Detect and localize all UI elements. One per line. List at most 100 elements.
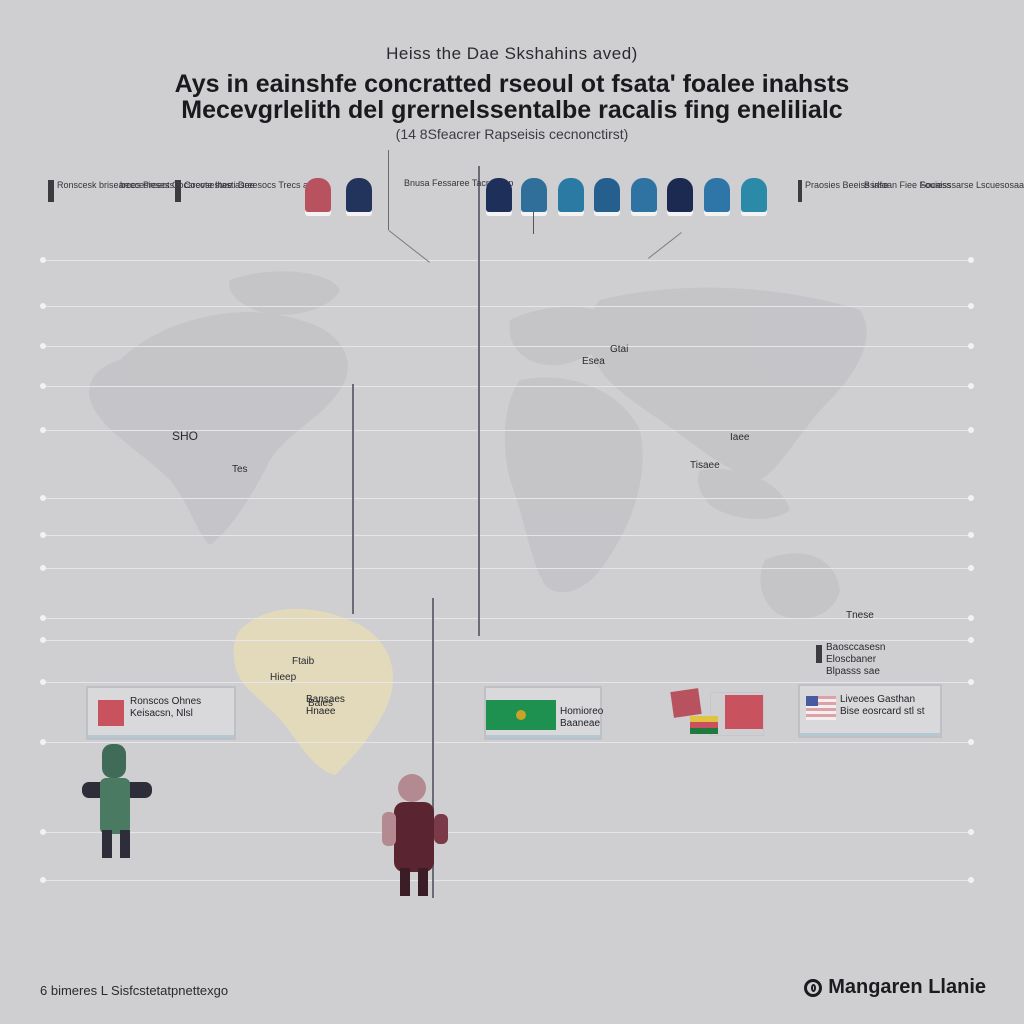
- legend-mid-text: Bnusa Fessaree Tacrst uep: [404, 178, 514, 188]
- legend-right-item-1: Praosies Beeiss iase: [798, 180, 889, 202]
- color-swatch: [558, 178, 584, 212]
- tricolor-flag-icon: [690, 716, 718, 734]
- gridline: [44, 880, 974, 881]
- folded-flag-icon: [670, 688, 702, 718]
- map-africa: [504, 377, 643, 593]
- gridline: [44, 682, 974, 683]
- gridline-tick: [968, 257, 974, 263]
- panel-center: Homioreo Baaneae: [484, 686, 604, 740]
- gridline: [44, 568, 974, 569]
- gridline-tick: [40, 532, 46, 538]
- gridline-tick: [968, 615, 974, 621]
- panel-center-text: Homioreo Baaneae: [560, 706, 604, 729]
- panel-center-left-text: Bansaes Hnaee: [306, 694, 345, 717]
- header-title-line1: Ays in eainshfe concratted rseoul ot fsa…: [174, 70, 850, 98]
- color-swatch: [594, 178, 620, 212]
- legend-left-text-1: Ronscesk brisearces Preeots: [57, 180, 175, 190]
- legend-right-item-2: Bsrlfoan Fiee Fouiess: [864, 180, 951, 191]
- guide-line-4: [388, 150, 389, 230]
- gridline: [44, 742, 974, 743]
- gridline-tick: [40, 383, 46, 389]
- gridline-tick: [40, 495, 46, 501]
- gridline: [44, 535, 974, 536]
- gridline-tick: [40, 343, 46, 349]
- map-label-na-2: Tes: [232, 464, 248, 475]
- gridline-tick: [40, 679, 46, 685]
- guide-line-3: [432, 598, 434, 898]
- gridline-tick: [968, 877, 974, 883]
- legend-left-text-2: beccesieses Cocsrcote Ihee asee: [120, 180, 255, 190]
- color-swatch: [305, 178, 331, 212]
- legend-right-text-1: Praosies Beeiss iase: [805, 180, 889, 190]
- legend-left-item-1: Ronscesk brisearces Preeots: [48, 180, 174, 202]
- panel-center-left: Bansaes Hnaee: [232, 690, 362, 720]
- panel-right-flag: [806, 696, 836, 720]
- map-label-oceania: Tnese: [846, 610, 874, 621]
- map-australia: [760, 553, 840, 619]
- map-asia: [588, 287, 867, 480]
- gridline-tick: [40, 257, 46, 263]
- gridline-tick: [40, 303, 46, 309]
- footer-source-text: 6 bimeres L Sisfcstetatpnettexgo: [40, 983, 229, 998]
- gridline: [44, 430, 974, 431]
- gridline-tick: [40, 615, 46, 621]
- legend-right-item-3: Socaisssarse Lscuesosaas: [920, 180, 1024, 191]
- gridline-tick: [968, 343, 974, 349]
- flag-canton: [806, 696, 818, 706]
- gridline-tick: [40, 739, 46, 745]
- gridline-tick: [40, 829, 46, 835]
- footer-brand-name: Mangaren Llanie: [828, 976, 986, 998]
- header-supertitle: Heiss the Dae Skshahins aved): [386, 44, 638, 63]
- panel-left: Ronscos Ohnes Keisacsn, Nlsl: [86, 686, 236, 740]
- brand-logo-icon: [804, 979, 823, 997]
- map-label-africa-3: Baies: [308, 698, 334, 709]
- panel-center-right-flag: [725, 695, 763, 729]
- map-label-asia-2: Esea: [582, 356, 605, 367]
- gridline-tick: [968, 532, 974, 538]
- map-greenland: [229, 271, 340, 315]
- callout-marker: [816, 645, 822, 663]
- panel-center-flag: [486, 700, 556, 730]
- gridline: [44, 640, 974, 641]
- legend-mid: Bnusa Fessaree Tacrst uep: [404, 178, 513, 189]
- gridline-tick: [968, 829, 974, 835]
- color-swatch: [346, 178, 372, 212]
- legend-left-item-2: beccesieses Cocsrcote Ihee asee: [120, 180, 255, 191]
- legend-right-text-3: Socaisssarse Lscuesosaas: [920, 180, 1024, 190]
- guide-line-1: [478, 166, 480, 636]
- color-swatch: [741, 178, 767, 212]
- map-north-america: [89, 312, 348, 545]
- legend-marker: [175, 180, 181, 202]
- gridline: [44, 346, 974, 347]
- header-title-line2: Mecevgrlelith del grernelssentalbe racal…: [181, 96, 843, 124]
- gridline-tick: [968, 565, 974, 571]
- panel-right: Liveoes Gasthan Bise eosrcard stl st: [798, 684, 942, 738]
- legend-left-text-3: Coevsestasti Dreesocs Trecs aees: [184, 180, 323, 190]
- gridline-tick: [968, 495, 974, 501]
- legend-marker: [798, 180, 802, 202]
- panel-right-text: Liveoes Gasthan Bise eosrcard stl st: [840, 694, 925, 717]
- gridline-tick: [968, 679, 974, 685]
- swatch-stem: [533, 212, 534, 234]
- person-figure-left: [82, 744, 152, 858]
- gridline: [44, 618, 974, 619]
- map-label-africa-2: Hieep: [270, 672, 297, 683]
- gridline-tick: [968, 739, 974, 745]
- map-label-na-1: SHO: [172, 429, 199, 443]
- color-swatch: [521, 178, 547, 212]
- gridline: [44, 498, 974, 499]
- map-label-africa-1: Ftaib: [292, 656, 315, 667]
- gridline: [44, 306, 974, 307]
- map-label-asia-1: Gtai: [610, 344, 629, 355]
- gridline-tick: [40, 637, 46, 643]
- gridline-tick: [968, 637, 974, 643]
- map-southeast-asia: [698, 469, 790, 520]
- footer-brand: Mangaren Llanie: [804, 976, 986, 999]
- color-swatch: [704, 178, 730, 212]
- callout-right: Baosccasesn Eloscbaner Blpasss sae: [826, 642, 886, 677]
- panel-left-flag: [98, 700, 124, 726]
- gridline-tick: [968, 427, 974, 433]
- gridline: [44, 260, 974, 261]
